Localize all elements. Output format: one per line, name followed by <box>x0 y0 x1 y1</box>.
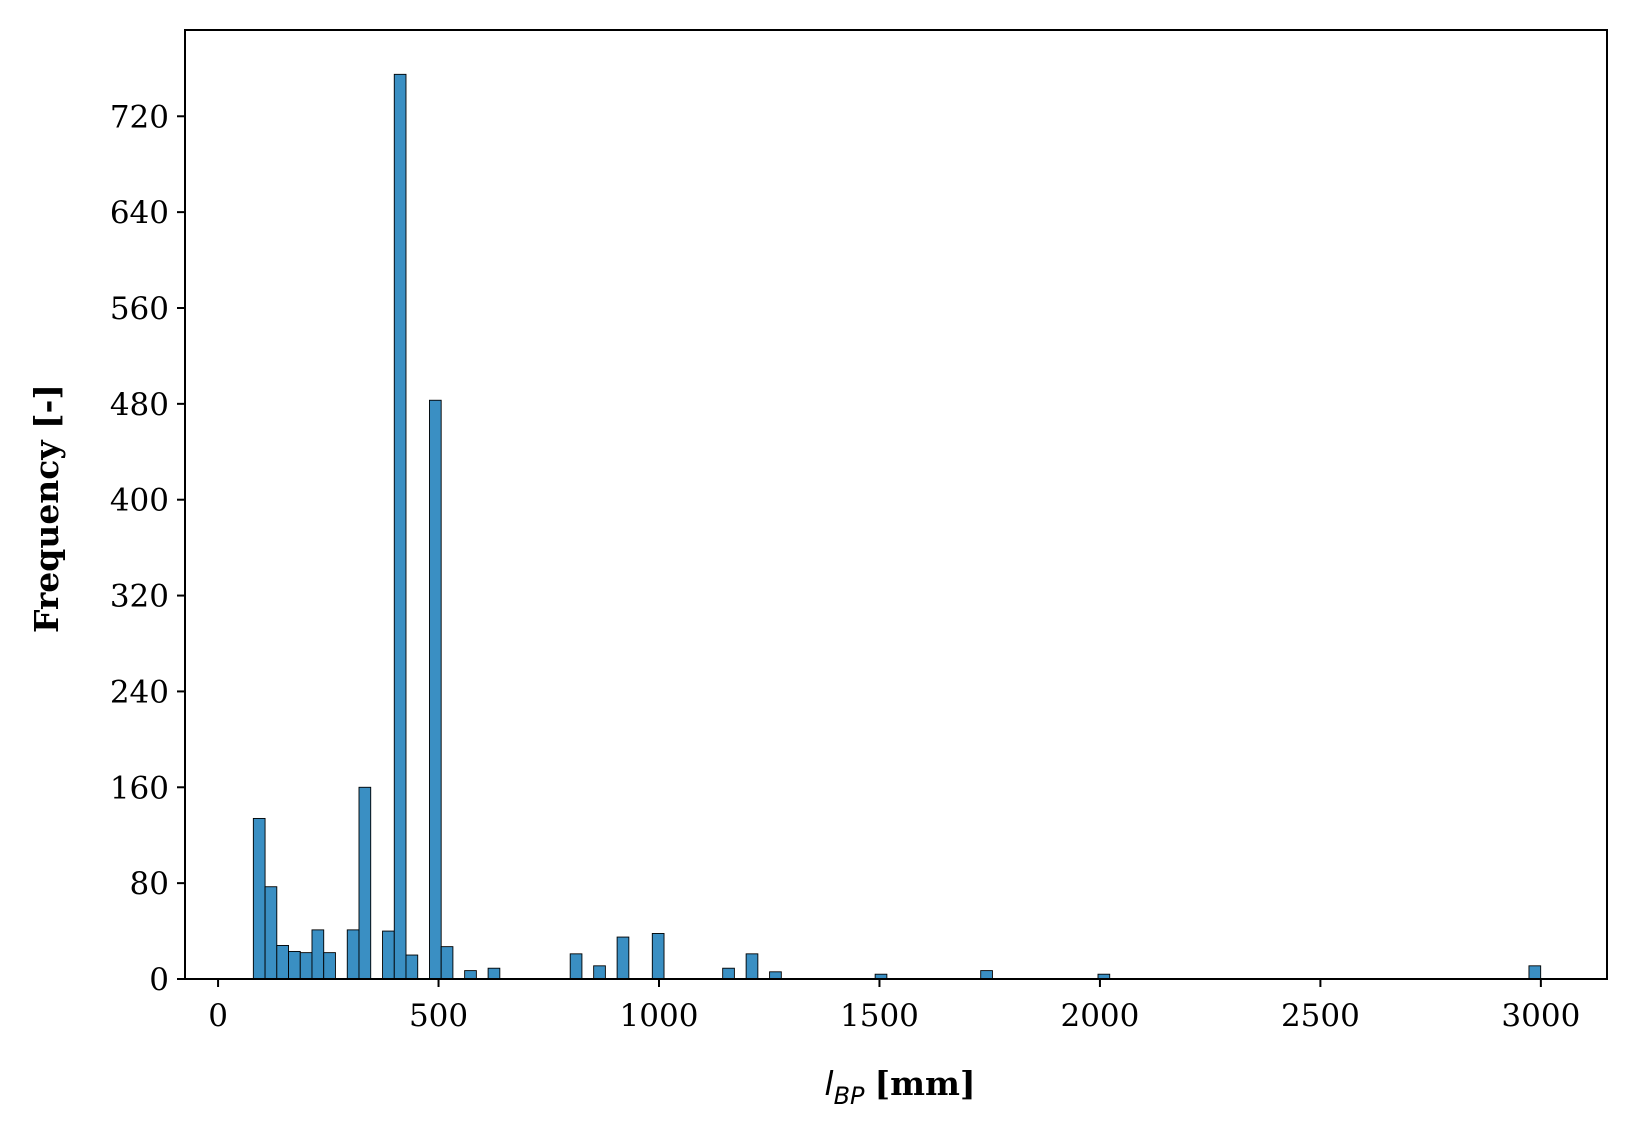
y-axis-ticks: 0 80 160 240 320 400 480 560 640 720 <box>110 99 185 998</box>
histogram-bar <box>382 930 395 980</box>
y-axis-label: Frequency [-] <box>27 384 66 633</box>
y-tick-label: 640 <box>110 195 169 231</box>
histogram-bar <box>299 952 313 980</box>
histogram-bar <box>405 954 419 980</box>
y-tick-label: 560 <box>110 291 169 327</box>
histogram-bar <box>429 399 442 980</box>
histogram-bar <box>569 953 583 980</box>
x-tick-label: 500 <box>409 998 468 1034</box>
histogram-bar <box>276 944 289 980</box>
histogram-bar <box>616 936 630 980</box>
histogram-bar <box>487 967 501 980</box>
histogram-bar <box>358 786 372 980</box>
histogram-bar <box>311 929 325 980</box>
y-tick-label: 80 <box>130 866 169 902</box>
histogram-bar <box>745 953 759 980</box>
x-tick-label: 2000 <box>1060 998 1139 1034</box>
x-axis-label-unit: [mm] <box>875 1064 976 1103</box>
histogram-bar <box>264 886 278 980</box>
y-tick-label: 400 <box>110 483 169 519</box>
histogram-bar <box>651 933 665 980</box>
histogram-bar <box>769 971 782 980</box>
x-tick-label: 2500 <box>1281 998 1360 1034</box>
x-axis-label: lBP [mm] <box>824 1064 975 1110</box>
histogram-bar <box>346 929 360 980</box>
histogram-bar <box>440 946 454 980</box>
y-tick-label: 480 <box>110 387 169 423</box>
plot-area-frame <box>184 29 1608 980</box>
histogram-bar <box>980 970 993 980</box>
histogram-bar <box>393 73 407 980</box>
histogram-bar <box>252 817 266 980</box>
histogram-bar <box>464 970 477 980</box>
x-tick-label: 1000 <box>620 998 699 1034</box>
y-tick-label: 160 <box>110 770 169 806</box>
histogram-bar <box>288 950 301 980</box>
x-tick-label: 3000 <box>1501 998 1580 1034</box>
histogram-bar <box>1528 965 1542 980</box>
histogram-bar <box>593 965 606 980</box>
x-axis-ticks: 0 500 1000 1500 2000 2500 3000 <box>208 979 1580 1034</box>
y-tick-label: 720 <box>110 99 169 135</box>
x-tick-label: 0 <box>208 998 228 1034</box>
x-tick-label: 1500 <box>840 998 919 1034</box>
y-tick-label: 320 <box>110 579 169 615</box>
histogram-bar <box>722 967 735 980</box>
histogram-bars <box>252 73 1542 980</box>
x-axis-label-subscript: BP <box>834 1082 865 1110</box>
histogram-bar <box>323 952 336 980</box>
x-axis-label-symbol: l <box>824 1064 833 1103</box>
y-tick-label: 0 <box>149 962 169 998</box>
y-tick-label: 240 <box>110 674 169 710</box>
